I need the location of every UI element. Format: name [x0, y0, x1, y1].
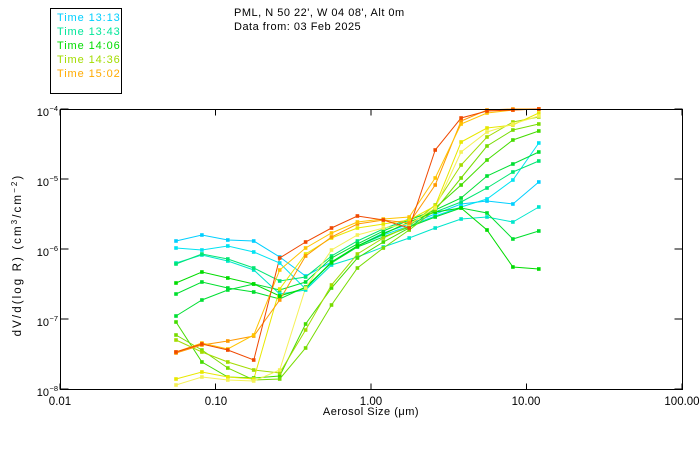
- svg-text:−4: −4: [50, 104, 59, 113]
- svg-text:10: 10: [37, 387, 49, 399]
- svg-text:PML, N 50 22', W 04 08', Alt 0: PML, N 50 22', W 04 08', Alt 0m: [234, 7, 405, 19]
- svg-text:10: 10: [37, 107, 49, 119]
- svg-text:dV/d(log R) (cm3/cm−2): dV/d(log R) (cm3/cm−2): [10, 174, 24, 337]
- svg-text:0.10: 0.10: [205, 396, 227, 408]
- svg-text:Aerosol Size (μm): Aerosol Size (μm): [323, 406, 419, 418]
- svg-text:−8: −8: [50, 384, 59, 393]
- svg-text:0.01: 0.01: [49, 396, 71, 408]
- svg-text:10: 10: [37, 317, 49, 329]
- svg-text:Time 13:43: Time 13:43: [57, 26, 121, 38]
- svg-text:10: 10: [37, 177, 49, 189]
- svg-text:10.00: 10.00: [512, 396, 541, 408]
- svg-text:Time 14:06: Time 14:06: [57, 40, 121, 52]
- svg-text:Time 14:36: Time 14:36: [57, 54, 121, 66]
- svg-text:1.00: 1.00: [360, 396, 382, 408]
- svg-text:−7: −7: [50, 314, 59, 323]
- svg-text:Data from: 03 Feb 2025: Data from: 03 Feb 2025: [234, 21, 361, 33]
- svg-text:−6: −6: [50, 244, 59, 253]
- svg-text:Time 13:13: Time 13:13: [57, 12, 121, 24]
- svg-text:Time 15:02: Time 15:02: [57, 68, 121, 80]
- svg-text:100.00: 100.00: [664, 396, 699, 408]
- svg-text:10: 10: [37, 247, 49, 259]
- svg-text:−5: −5: [50, 174, 59, 183]
